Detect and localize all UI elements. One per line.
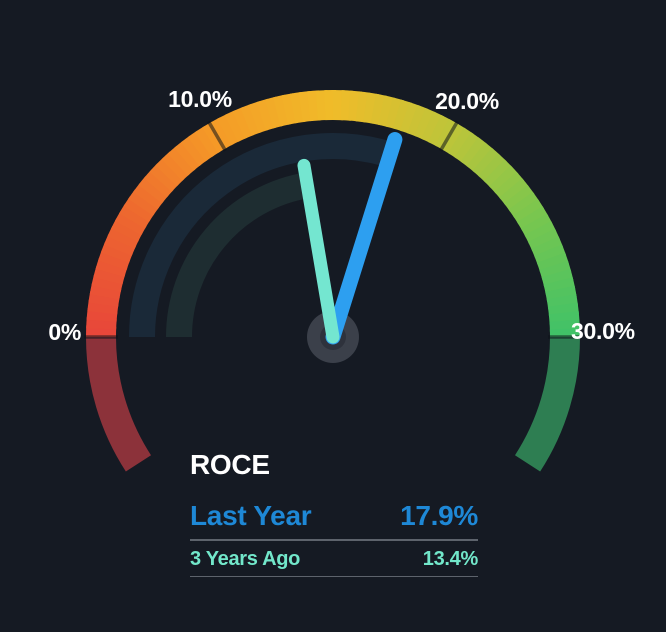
legend-row-3-years-ago: 3 Years Ago 13.4%: [190, 548, 478, 576]
legend-value-last-year: 17.9%: [400, 500, 478, 531]
gauge-tick-10: [206, 120, 228, 152]
gauge-arc-above-max: [514, 336, 580, 472]
legend-divider: [190, 539, 478, 541]
gauge-track-last-year: [129, 133, 394, 338]
legend-row-last-year: Last Year 17.9%: [190, 501, 478, 539]
needle-three-years-ago: [297, 158, 340, 344]
tick-label-30: 30.0%: [571, 318, 635, 344]
legend-label-last-year: Last Year: [190, 500, 312, 531]
legend-divider: [190, 575, 478, 577]
gauge-arc-below-min: [86, 336, 152, 472]
gauge-tick-20: [438, 120, 460, 152]
gauge-track-three-years-ago: [166, 172, 310, 338]
tick-label-0: 0%: [48, 319, 81, 345]
legend-panel: ROCE Last Year 17.9% 3 Years Ago 13.4%: [190, 450, 478, 577]
needle-last-year: [325, 131, 403, 345]
legend-label-3-years-ago: 3 Years Ago: [190, 547, 301, 570]
tick-label-20: 20.0%: [435, 88, 499, 114]
chart-title: ROCE: [190, 449, 270, 480]
legend-value-3-years-ago: 13.4%: [422, 547, 479, 570]
tick-label-10: 10.0%: [168, 86, 232, 112]
